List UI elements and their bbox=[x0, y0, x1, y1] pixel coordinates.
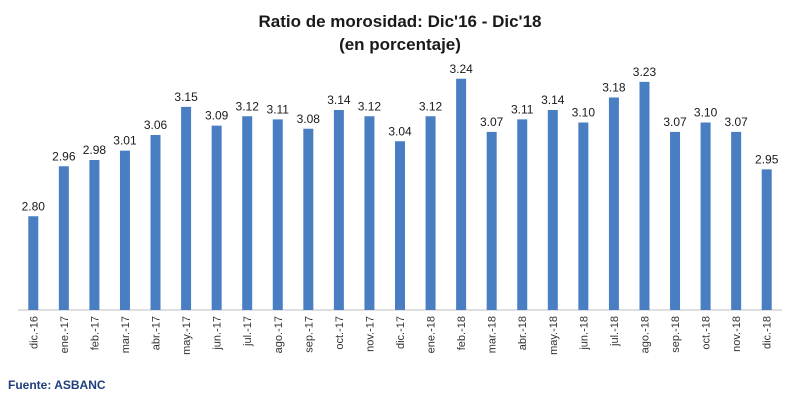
x-tick-label: dic.-18 bbox=[762, 316, 774, 349]
x-tick-label: jul.-17 bbox=[242, 316, 254, 347]
data-label: 3.09 bbox=[205, 109, 229, 123]
x-tick-label: sep.-18 bbox=[670, 316, 682, 353]
data-label: 3.07 bbox=[480, 115, 504, 129]
x-tick-label: feb.-18 bbox=[456, 316, 468, 350]
bar-nov.-17 bbox=[364, 116, 375, 310]
data-label: 2.95 bbox=[755, 152, 779, 166]
bar-jul.-17 bbox=[242, 116, 253, 310]
x-tick-label: ene.-18 bbox=[426, 316, 438, 353]
x-tick-label: dic.-17 bbox=[395, 316, 407, 349]
bar-abr.-17 bbox=[150, 135, 161, 310]
data-label: 3.11 bbox=[511, 102, 534, 116]
source-note: Fuente: ASBANC bbox=[8, 378, 106, 392]
x-tick-label: nov.-18 bbox=[731, 316, 743, 352]
chart-title: Ratio de morosidad: Dic'16 - Dic'18 bbox=[258, 12, 542, 31]
data-label: 3.18 bbox=[602, 81, 626, 95]
data-label: 3.12 bbox=[419, 99, 443, 113]
data-label: 3.12 bbox=[358, 99, 382, 113]
bar-ene.-17 bbox=[58, 166, 69, 310]
data-label: 2.98 bbox=[83, 143, 107, 157]
x-tick-label: feb.-17 bbox=[89, 316, 101, 350]
chart-subtitle: (en porcentaje) bbox=[339, 35, 461, 54]
bar-dic.-18 bbox=[761, 169, 772, 310]
x-tick-label: oct.-17 bbox=[334, 316, 346, 350]
x-tick-label: ago.-17 bbox=[273, 316, 285, 353]
data-label: 3.07 bbox=[663, 115, 687, 129]
data-label: 3.10 bbox=[694, 106, 718, 120]
bar-oct.-17 bbox=[333, 110, 344, 310]
data-label: 3.11 bbox=[267, 102, 290, 116]
x-tick-label: dic.-16 bbox=[28, 316, 40, 349]
bar-jun.-18 bbox=[578, 122, 589, 310]
data-label: 2.80 bbox=[22, 199, 46, 213]
bar-oct.-18 bbox=[700, 122, 711, 310]
data-label: 3.24 bbox=[449, 62, 473, 76]
data-label: 3.10 bbox=[572, 106, 596, 120]
bar-ene.-18 bbox=[425, 116, 436, 310]
data-label: 3.15 bbox=[174, 90, 198, 104]
bar-sep.-17 bbox=[303, 128, 314, 310]
data-label: 3.14 bbox=[327, 93, 351, 107]
data-label: 3.04 bbox=[388, 124, 412, 138]
bar-jul.-18 bbox=[608, 97, 619, 310]
x-tick-label: ene.-17 bbox=[59, 316, 71, 353]
bar-mar.-17 bbox=[119, 150, 130, 310]
bar-abr.-18 bbox=[517, 119, 528, 311]
x-tick-label: mar.-18 bbox=[487, 316, 499, 353]
x-tick-label: abr.-18 bbox=[517, 316, 529, 350]
bar-feb.-17 bbox=[89, 160, 100, 310]
bar-may.-18 bbox=[547, 110, 558, 310]
x-tick-label: ago.-18 bbox=[639, 316, 651, 353]
data-label: 3.12 bbox=[236, 99, 260, 113]
x-tick-label: sep.-17 bbox=[303, 316, 315, 353]
x-tick-label: oct.-18 bbox=[701, 316, 713, 350]
bar-ago.-18 bbox=[639, 81, 650, 311]
data-label: 3.23 bbox=[633, 65, 657, 79]
x-tick-label: may.-17 bbox=[181, 316, 193, 355]
data-label: 3.14 bbox=[541, 93, 565, 107]
x-tick-label: nov.-17 bbox=[364, 316, 376, 352]
data-label: 3.06 bbox=[144, 118, 168, 132]
data-label: 3.07 bbox=[724, 115, 748, 129]
data-label: 3.01 bbox=[113, 134, 137, 148]
bar-feb.-18 bbox=[456, 78, 467, 310]
bar-ago.-17 bbox=[272, 119, 283, 311]
bar-dic.-16 bbox=[28, 216, 39, 310]
data-label: 2.96 bbox=[52, 149, 76, 163]
x-tick-label: abr.-17 bbox=[151, 316, 163, 350]
x-tick-label: mar.-17 bbox=[120, 316, 132, 353]
data-label: 3.08 bbox=[297, 112, 321, 126]
x-tick-label: may.-18 bbox=[548, 316, 560, 355]
bar-dic.-17 bbox=[395, 141, 405, 310]
x-tick-label: jun.-17 bbox=[212, 316, 224, 351]
bar-jun.-17 bbox=[211, 125, 222, 310]
bar-sep.-18 bbox=[670, 131, 681, 310]
bar-nov.-18 bbox=[731, 131, 742, 310]
bar-may.-17 bbox=[181, 106, 192, 311]
bar-mar.-18 bbox=[486, 131, 497, 310]
x-tick-label: jul.-18 bbox=[609, 316, 621, 347]
x-tick-label: jun.-18 bbox=[578, 316, 590, 351]
